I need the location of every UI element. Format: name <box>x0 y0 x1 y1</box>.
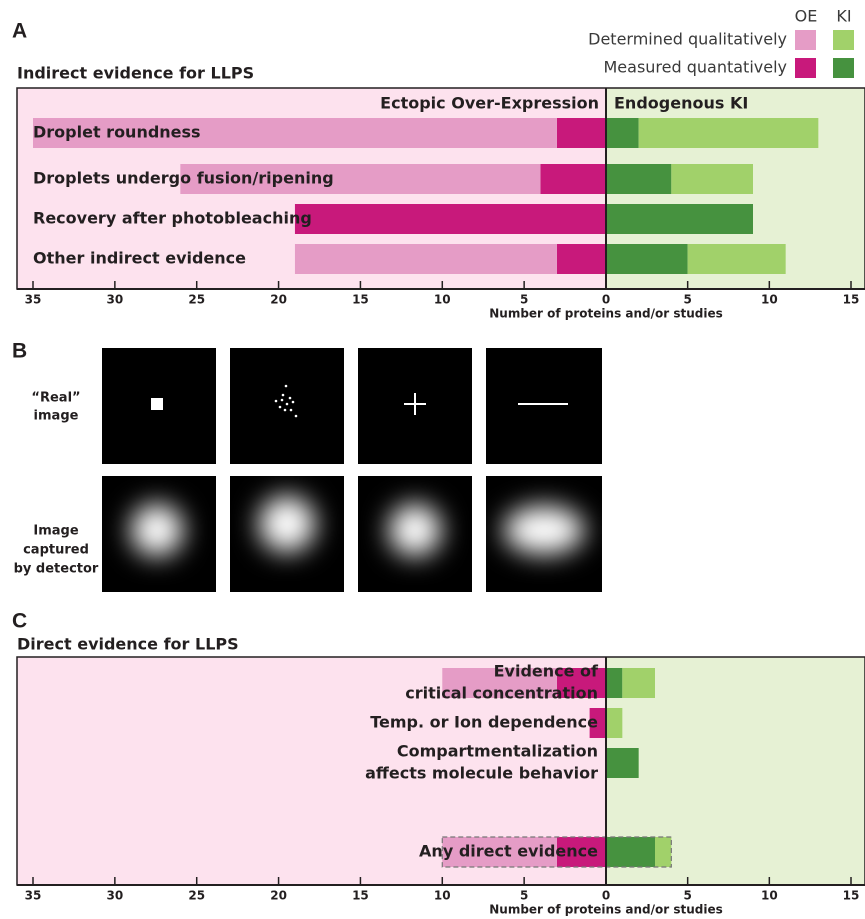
bar <box>606 118 639 148</box>
category-label: Compartmentalization <box>397 742 598 761</box>
x-tick-label: 0 <box>602 293 610 307</box>
x-tick-label: 10 <box>761 293 778 307</box>
row-label: by detector <box>14 562 99 577</box>
panel-letter: C <box>12 610 27 633</box>
bar <box>180 164 541 194</box>
legend-swatch <box>795 58 816 78</box>
category-label: affects molecule behavior <box>365 764 598 783</box>
bar <box>442 837 557 867</box>
bar <box>687 244 786 274</box>
panel-b-row-labels: “Real” image Image captured by detector <box>14 391 99 577</box>
bar <box>606 668 623 698</box>
category-label: Temp. or Ion dependence <box>370 713 598 732</box>
legend-column: OE <box>795 7 818 26</box>
bar <box>556 118 606 148</box>
category-label: Droplet roundness <box>33 123 201 142</box>
row-label: “Real” <box>31 391 80 406</box>
panel-letter: A <box>12 20 27 43</box>
bar <box>622 668 655 698</box>
bar <box>294 244 557 274</box>
x-tick-label: 15 <box>352 293 369 307</box>
row-label: captured <box>23 543 89 558</box>
panel-letter: B <box>12 340 27 363</box>
bar <box>294 204 606 234</box>
bar <box>606 244 688 274</box>
x-tick-label: 0 <box>602 889 610 903</box>
x-axis-label: Number of proteins and/or studies <box>489 903 723 917</box>
x-tick-label: 5 <box>683 293 691 307</box>
x-tick-label: 35 <box>25 889 42 903</box>
x-tick-label: 15 <box>352 889 369 903</box>
bar <box>556 244 606 274</box>
side-label: Endogenous KI <box>614 94 748 113</box>
bar <box>589 708 606 738</box>
bar <box>655 837 672 867</box>
x-tick-label: 35 <box>25 293 42 307</box>
bar <box>606 748 639 778</box>
category-label: critical concentration <box>405 684 598 703</box>
dashed-outline <box>441 836 672 868</box>
bar <box>540 164 606 194</box>
row-label: image <box>34 409 79 424</box>
category-label: Droplets undergo fusion/ripening <box>33 169 334 188</box>
category-label: Evidence of <box>494 662 599 681</box>
side-label: Ectopic Over-Expression <box>380 94 599 113</box>
row-label: Image <box>33 524 78 539</box>
bar <box>33 118 557 148</box>
bar <box>638 118 819 148</box>
x-tick-label: 5 <box>520 889 528 903</box>
x-tick-label: 5 <box>683 889 691 903</box>
bar <box>556 837 606 867</box>
x-tick-label: 15 <box>843 293 860 307</box>
legend-label: Determined qualitatively <box>588 30 787 49</box>
bar <box>442 668 557 698</box>
x-tick-label: 30 <box>107 293 124 307</box>
x-axis-label: Number of proteins and/or studies <box>489 307 723 321</box>
x-tick-label: 15 <box>843 889 860 903</box>
category-label: Other indirect evidence <box>33 249 246 268</box>
x-tick-label: 20 <box>270 889 287 903</box>
panel-b-images <box>102 348 602 592</box>
legend-column: KI <box>836 7 851 26</box>
bar <box>606 837 655 867</box>
bar <box>556 668 606 698</box>
legend-swatch <box>833 30 854 50</box>
category-label: Recovery after photobleaching <box>33 209 312 228</box>
x-tick-label: 10 <box>761 889 778 903</box>
chart-title: Direct evidence for LLPS <box>17 635 239 654</box>
x-tick-label: 25 <box>188 293 205 307</box>
x-tick-label: 20 <box>270 293 287 307</box>
chart-title: Indirect evidence for LLPS <box>17 64 254 83</box>
bar <box>606 164 672 194</box>
x-tick-label: 30 <box>107 889 124 903</box>
legend-label: Measured quantatively <box>603 58 787 77</box>
bar <box>671 164 753 194</box>
bar <box>606 708 623 738</box>
category-label: Any direct evidence <box>419 842 598 861</box>
bar <box>606 204 753 234</box>
legend-swatch <box>795 30 816 50</box>
x-tick-label: 10 <box>434 293 451 307</box>
x-tick-label: 25 <box>188 889 205 903</box>
x-tick-label: 10 <box>434 889 451 903</box>
legend-swatch <box>833 58 854 78</box>
x-tick-label: 5 <box>520 293 528 307</box>
